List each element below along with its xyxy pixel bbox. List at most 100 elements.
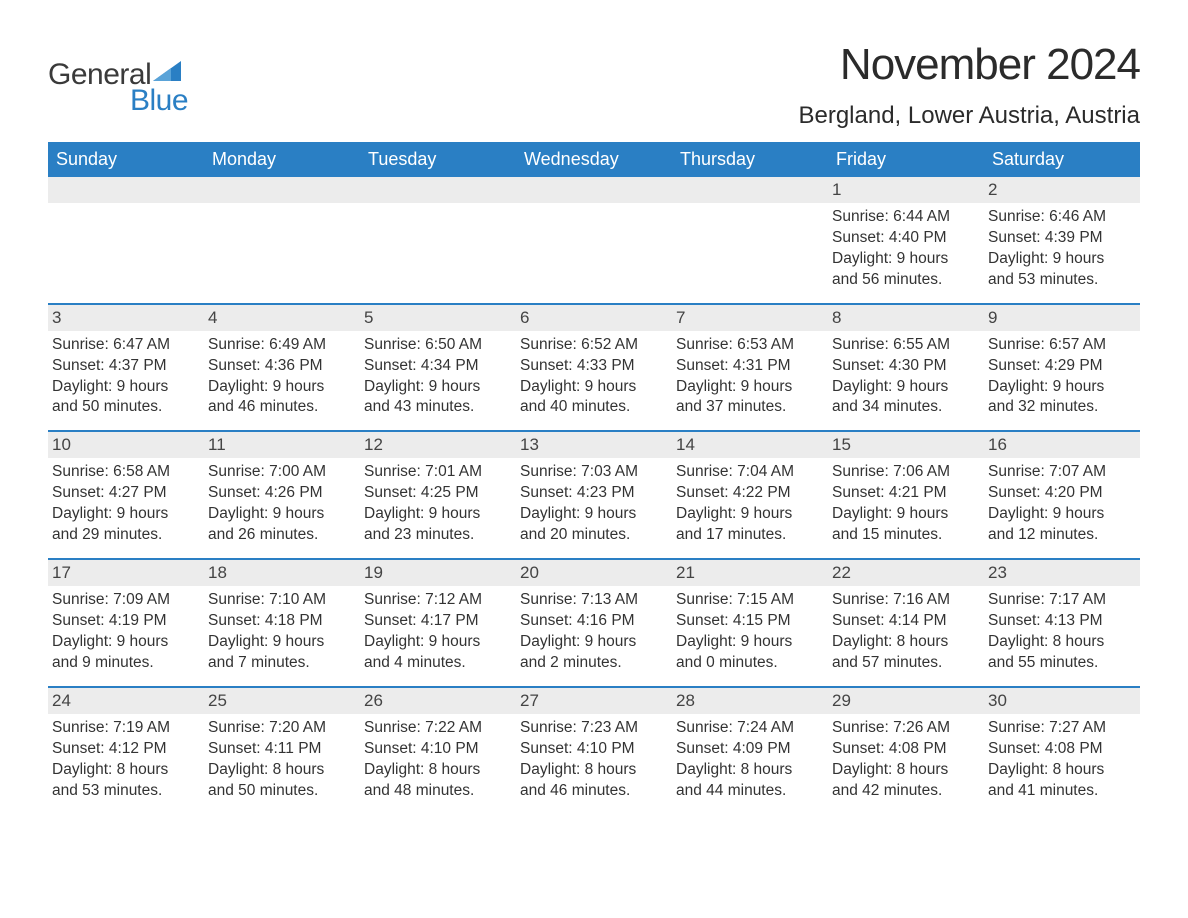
day-number: 2 — [988, 180, 997, 199]
day-number-row: 12 — [360, 432, 516, 458]
calendar-cell: 5Sunrise: 6:50 AMSunset: 4:34 PMDaylight… — [360, 305, 516, 431]
calendar-cell: 14 Sunrise: 7:04 AMSunset: 4:22 PMDayligh… — [672, 432, 828, 558]
sunset-text: Sunset: 4:31 PM — [676, 356, 824, 377]
calendar-cell: 30 Sunrise: 7:27 AMSunset: 4:08 PMDayligh… — [984, 688, 1140, 814]
calendar-header-row: Sunday Monday Tuesday Wednesday Thursday… — [48, 142, 1140, 177]
day-data: Sunrise: 7:27 AMSunset: 4:08 PMDaylight:… — [988, 718, 1136, 802]
daylight-line2: and 43 minutes. — [364, 397, 512, 418]
sunset-text: Sunset: 4:11 PM — [208, 739, 356, 760]
daylight-line2: and 57 minutes. — [832, 653, 980, 674]
daylight-line2: and 4 minutes. — [364, 653, 512, 674]
calendar-week: 3Sunrise: 6:47 AMSunset: 4:37 PMDaylight… — [48, 303, 1140, 431]
daylight-line2: and 53 minutes. — [52, 781, 200, 802]
sunrise-text: Sunrise: 6:47 AM — [52, 335, 200, 356]
daylight-line1: Daylight: 8 hours — [52, 760, 200, 781]
sunrise-text: Sunrise: 7:26 AM — [832, 718, 980, 739]
day-data: Sunrise: 7:12 AMSunset: 4:17 PMDaylight:… — [364, 590, 512, 674]
daylight-line1: Daylight: 9 hours — [520, 504, 668, 525]
day-number: 29 — [832, 691, 851, 710]
sunset-text: Sunset: 4:25 PM — [364, 483, 512, 504]
sunset-text: Sunset: 4:23 PM — [520, 483, 668, 504]
day-data: Sunrise: 6:58 AMSunset: 4:27 PMDaylight:… — [52, 462, 200, 546]
day-data: Sunrise: 7:07 AMSunset: 4:20 PMDaylight:… — [988, 462, 1136, 546]
daylight-line1: Daylight: 9 hours — [676, 504, 824, 525]
daylight-line2: and 26 minutes. — [208, 525, 356, 546]
col-header: Saturday — [984, 142, 1140, 177]
day-data: Sunrise: 7:04 AMSunset: 4:22 PMDaylight:… — [676, 462, 824, 546]
daylight-line1: Daylight: 9 hours — [208, 632, 356, 653]
day-data: Sunrise: 7:19 AMSunset: 4:12 PMDaylight:… — [52, 718, 200, 802]
daylight-line1: Daylight: 9 hours — [208, 504, 356, 525]
sunset-text: Sunset: 4:14 PM — [832, 611, 980, 632]
day-number-row: 30 — [984, 688, 1140, 714]
daylight-line2: and 40 minutes. — [520, 397, 668, 418]
day-number: 14 — [676, 435, 695, 454]
calendar: Sunday Monday Tuesday Wednesday Thursday… — [48, 142, 1140, 813]
day-data: Sunrise: 6:46 AMSunset: 4:39 PMDaylight:… — [988, 207, 1136, 291]
calendar-week: 24Sunrise: 7:19 AMSunset: 4:12 PMDayligh… — [48, 686, 1140, 814]
calendar-cell — [672, 177, 828, 303]
day-number: 13 — [520, 435, 539, 454]
sunrise-text: Sunrise: 6:55 AM — [832, 335, 980, 356]
calendar-cell: 10 Sunrise: 6:58 AMSunset: 4:27 PMDayligh… — [48, 432, 204, 558]
sunset-text: Sunset: 4:29 PM — [988, 356, 1136, 377]
sunset-text: Sunset: 4:10 PM — [520, 739, 668, 760]
daylight-line2: and 2 minutes. — [520, 653, 668, 674]
daylight-line2: and 17 minutes. — [676, 525, 824, 546]
day-number: 21 — [676, 563, 695, 582]
col-header: Monday — [204, 142, 360, 177]
day-data: Sunrise: 6:44 AMSunset: 4:40 PMDaylight:… — [832, 207, 980, 291]
calendar-cell: 16 Sunrise: 7:07 AMSunset: 4:20 PMDayligh… — [984, 432, 1140, 558]
daylight-line2: and 56 minutes. — [832, 270, 980, 291]
calendar-cell: 25 Sunrise: 7:20 AMSunset: 4:11 PMDayligh… — [204, 688, 360, 814]
daylight-line1: Daylight: 9 hours — [832, 249, 980, 270]
calendar-cell: 6Sunrise: 6:52 AMSunset: 4:33 PMDaylight… — [516, 305, 672, 431]
day-number: 10 — [52, 435, 71, 454]
day-number-row: 17 — [48, 560, 204, 586]
day-data: Sunrise: 6:55 AMSunset: 4:30 PMDaylight:… — [832, 335, 980, 419]
day-number: 17 — [52, 563, 71, 582]
daylight-line2: and 48 minutes. — [364, 781, 512, 802]
sunset-text: Sunset: 4:18 PM — [208, 611, 356, 632]
header: General Blue November 2024 Bergland, Low… — [48, 40, 1140, 130]
daylight-line1: Daylight: 9 hours — [364, 632, 512, 653]
calendar-cell: 17Sunrise: 7:09 AMSunset: 4:19 PMDayligh… — [48, 560, 204, 686]
day-number-row: 4 — [204, 305, 360, 331]
calendar-cell: 24Sunrise: 7:19 AMSunset: 4:12 PMDayligh… — [48, 688, 204, 814]
daylight-line1: Daylight: 9 hours — [676, 632, 824, 653]
calendar-cell: 13Sunrise: 7:03 AMSunset: 4:23 PMDayligh… — [516, 432, 672, 558]
day-data: Sunrise: 7:00 AMSunset: 4:26 PMDaylight:… — [208, 462, 356, 546]
day-number: 25 — [208, 691, 227, 710]
sunset-text: Sunset: 4:39 PM — [988, 228, 1136, 249]
day-number: 18 — [208, 563, 227, 582]
calendar-cell: 20Sunrise: 7:13 AMSunset: 4:16 PMDayligh… — [516, 560, 672, 686]
daylight-line2: and 46 minutes. — [208, 397, 356, 418]
daylight-line2: and 32 minutes. — [988, 397, 1136, 418]
day-data: Sunrise: 7:10 AMSunset: 4:18 PMDaylight:… — [208, 590, 356, 674]
daylight-line2: and 29 minutes. — [52, 525, 200, 546]
daylight-line1: Daylight: 8 hours — [208, 760, 356, 781]
day-number-row: 25 — [204, 688, 360, 714]
calendar-cell: 9Sunrise: 6:57 AMSunset: 4:29 PMDaylight… — [984, 305, 1140, 431]
sunset-text: Sunset: 4:15 PM — [676, 611, 824, 632]
col-header: Friday — [828, 142, 984, 177]
daylight-line1: Daylight: 8 hours — [832, 632, 980, 653]
daylight-line1: Daylight: 9 hours — [52, 632, 200, 653]
day-number: 12 — [364, 435, 383, 454]
sunrise-text: Sunrise: 7:12 AM — [364, 590, 512, 611]
sunrise-text: Sunrise: 7:27 AM — [988, 718, 1136, 739]
day-number: 20 — [520, 563, 539, 582]
daylight-line1: Daylight: 9 hours — [988, 377, 1136, 398]
calendar-cell: 15Sunrise: 7:06 AMSunset: 4:21 PMDayligh… — [828, 432, 984, 558]
daylight-line1: Daylight: 8 hours — [364, 760, 512, 781]
day-data: Sunrise: 6:50 AMSunset: 4:34 PMDaylight:… — [364, 335, 512, 419]
calendar-cell: 18 Sunrise: 7:10 AMSunset: 4:18 PMDayligh… — [204, 560, 360, 686]
sunset-text: Sunset: 4:17 PM — [364, 611, 512, 632]
day-number-row: 20 — [516, 560, 672, 586]
daylight-line2: and 44 minutes. — [676, 781, 824, 802]
day-number: 16 — [988, 435, 1007, 454]
calendar-cell: 12Sunrise: 7:01 AMSunset: 4:25 PMDayligh… — [360, 432, 516, 558]
sunrise-text: Sunrise: 7:20 AM — [208, 718, 356, 739]
sunset-text: Sunset: 4:21 PM — [832, 483, 980, 504]
calendar-cell: 4Sunrise: 6:49 AMSunset: 4:36 PMDaylight… — [204, 305, 360, 431]
